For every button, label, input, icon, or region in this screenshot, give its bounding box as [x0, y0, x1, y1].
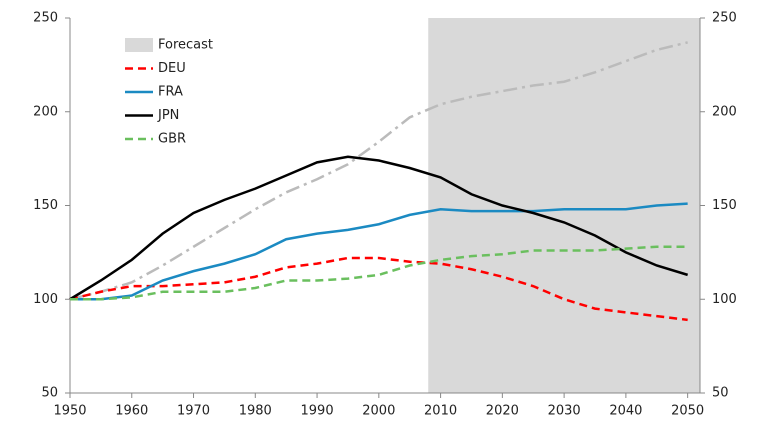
legend-label: JPN: [157, 108, 179, 123]
x-tick-label: 1970: [177, 404, 210, 419]
legend-label: GBR: [158, 132, 186, 147]
legend-label: DEU: [158, 61, 186, 76]
y2-tick-label: 150: [712, 198, 737, 213]
y2-tick-label: 250: [712, 11, 737, 26]
y-tick-label: 50: [41, 386, 58, 401]
x-tick-label: 2000: [362, 404, 395, 419]
x-tick-label: 2020: [486, 404, 519, 419]
x-tick-label: 2040: [609, 404, 642, 419]
x-tick-label: 2050: [671, 404, 704, 419]
series-line: [69, 256, 688, 322]
y2-tick-label: 200: [712, 104, 737, 119]
x-tick-label: 1980: [239, 404, 272, 419]
series-line: [69, 41, 688, 301]
y-tick-label: 200: [33, 104, 58, 119]
y-tick-label: 100: [33, 292, 58, 307]
legend-swatch: [125, 38, 153, 52]
series-line: [70, 202, 688, 301]
y2-tick-label: 50: [712, 386, 729, 401]
x-tick-label: 2010: [424, 404, 457, 419]
y2-tick-label: 100: [712, 292, 737, 307]
legend-label: Forecast: [158, 38, 213, 53]
x-tick-label: 1990: [301, 404, 334, 419]
x-tick-label: 2030: [548, 404, 581, 419]
y-tick-label: 150: [33, 198, 58, 213]
y-tick-label: 250: [33, 11, 58, 26]
legend-label: FRA: [158, 85, 183, 100]
x-tick-label: 1950: [53, 404, 86, 419]
x-tick-label: 1960: [115, 404, 148, 419]
series-line: [69, 155, 689, 301]
